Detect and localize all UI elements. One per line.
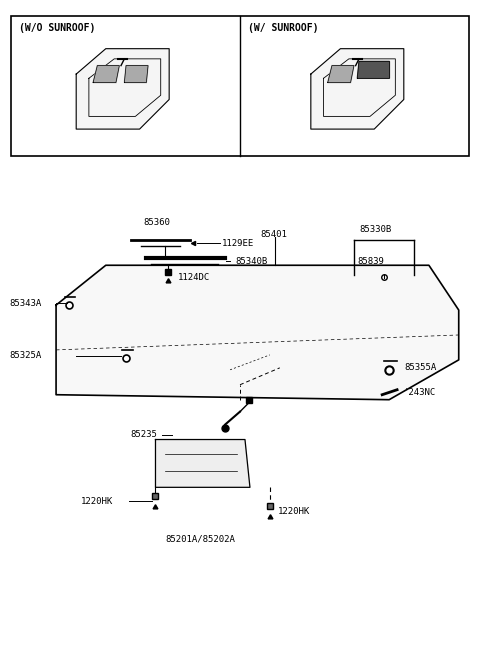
Text: 85360: 85360 <box>144 219 170 227</box>
Polygon shape <box>93 66 120 83</box>
Text: 85235: 85235 <box>131 430 157 439</box>
Text: 1220HK: 1220HK <box>81 497 113 506</box>
Text: 1129EE: 1129EE <box>222 239 254 248</box>
Text: (W/ SUNROOF): (W/ SUNROOF) <box>248 23 318 34</box>
Text: 85325A: 85325A <box>9 351 42 361</box>
Polygon shape <box>124 66 148 83</box>
Polygon shape <box>357 61 389 78</box>
Polygon shape <box>156 440 250 487</box>
Text: 85330B: 85330B <box>360 225 392 235</box>
Text: 1220HK: 1220HK <box>278 507 310 516</box>
Bar <box>12 16 468 156</box>
Text: '243NC: '243NC <box>404 388 436 397</box>
Text: 85201A/85202A: 85201A/85202A <box>165 534 235 543</box>
Text: (W/O SUNROOF): (W/O SUNROOF) <box>19 23 96 34</box>
Polygon shape <box>76 49 169 129</box>
Text: 85401: 85401 <box>260 231 287 239</box>
Text: 85343A: 85343A <box>9 299 42 307</box>
Text: 85839: 85839 <box>357 258 384 266</box>
Polygon shape <box>328 66 354 83</box>
Polygon shape <box>56 265 459 399</box>
Polygon shape <box>311 49 404 129</box>
Text: 1124DC: 1124DC <box>179 273 211 282</box>
Text: 85355A: 85355A <box>404 363 436 373</box>
Text: 85340B: 85340B <box>235 257 267 266</box>
